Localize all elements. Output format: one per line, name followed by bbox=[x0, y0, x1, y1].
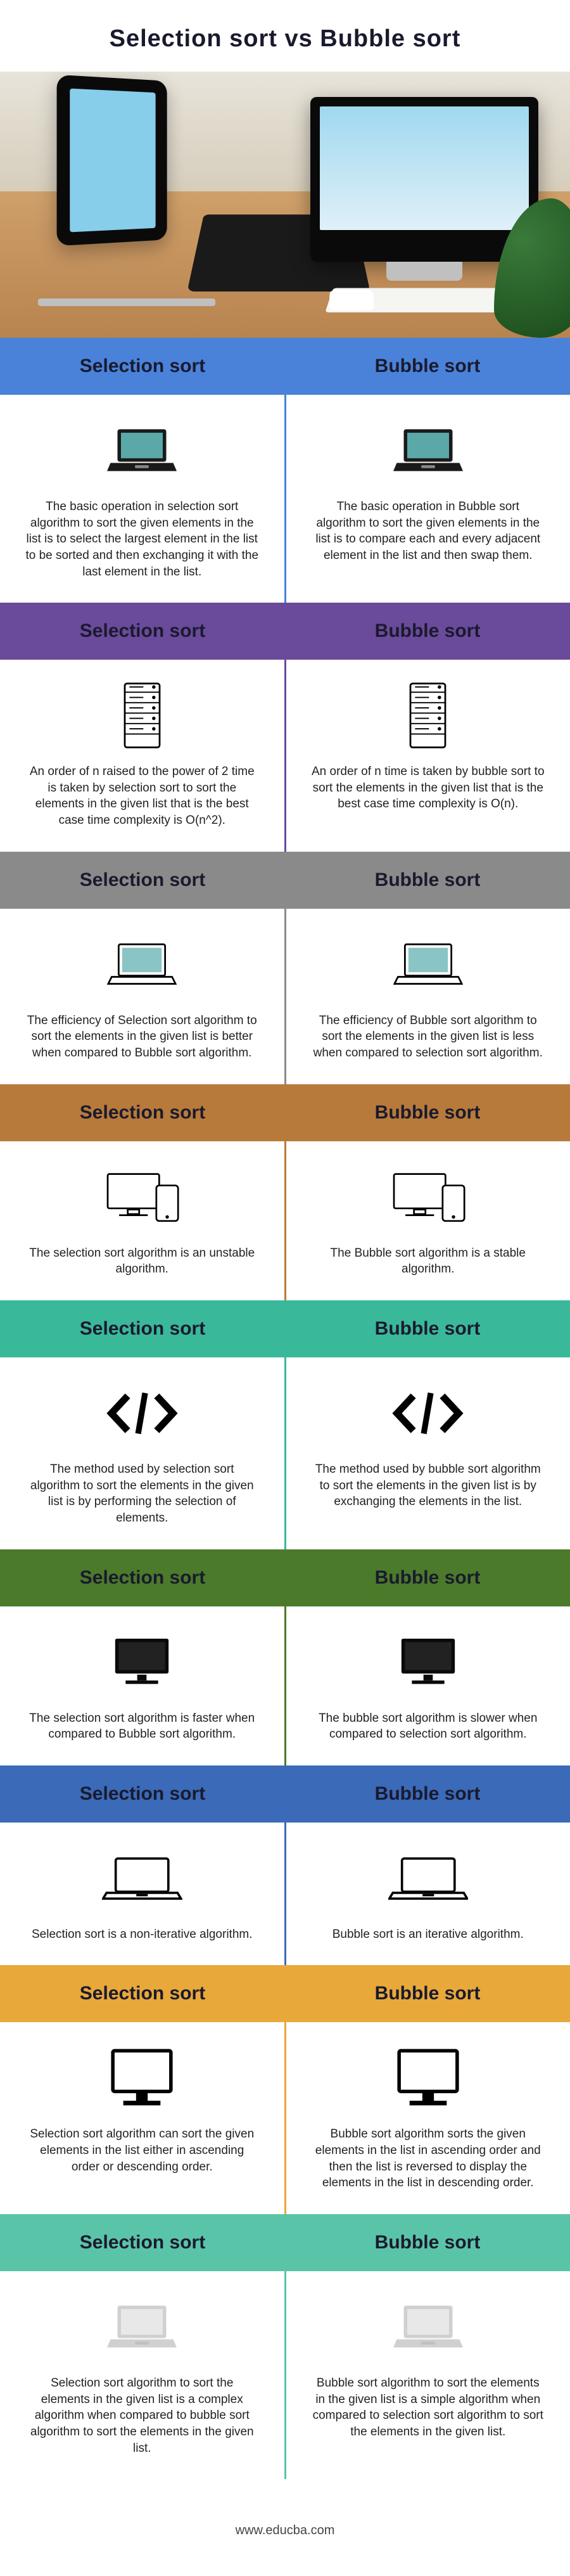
devices-outline-icon bbox=[102, 1159, 182, 1235]
content-cell-left: The selection sort algorithm is faster w… bbox=[0, 1606, 286, 1765]
footer-text: www.educba.com bbox=[0, 2479, 570, 2576]
content-cell-right: The Bubble sort algorithm is a stable al… bbox=[286, 1141, 570, 1300]
section-header: Selection sort Bubble sort bbox=[0, 1965, 570, 2022]
content-text-right: Bubble sort algorithm sorts the given el… bbox=[312, 2126, 545, 2191]
content-cell-left: Selection sort algorithm can sort the gi… bbox=[0, 2022, 286, 2214]
header-right-label: Bubble sort bbox=[285, 2214, 570, 2271]
content-cell-left: Selection sort algorithm to sort the ele… bbox=[0, 2271, 286, 2479]
content-row: The efficiency of Selection sort algorit… bbox=[0, 909, 570, 1084]
content-cell-right: An order of n time is taken by bubble so… bbox=[286, 660, 570, 852]
content-row: Selection sort is a non-iterative algori… bbox=[0, 1823, 570, 1966]
monitor-bold-icon bbox=[393, 2040, 463, 2116]
content-row: An order of n raised to the power of 2 t… bbox=[0, 660, 570, 852]
section-header: Selection sort Bubble sort bbox=[0, 1084, 570, 1141]
header-left-label: Selection sort bbox=[0, 1765, 285, 1823]
devices-outline-icon bbox=[388, 1159, 469, 1235]
content-cell-right: Bubble sort is an iterative algorithm. bbox=[286, 1823, 570, 1966]
content-text-left: Selection sort algorithm to sort the ele… bbox=[25, 2375, 259, 2456]
content-text-left: Selection sort is a non-iterative algori… bbox=[32, 1926, 253, 1943]
header-left-label: Selection sort bbox=[0, 2214, 285, 2271]
content-text-right: The bubble sort algorithm is slower when… bbox=[312, 1710, 545, 1743]
content-cell-right: The bubble sort algorithm is slower when… bbox=[286, 1606, 570, 1765]
content-text-right: The basic operation in Bubble sort algor… bbox=[312, 499, 545, 564]
content-text-right: An order of n time is taken by bubble so… bbox=[312, 764, 545, 812]
content-row: The selection sort algorithm is an unsta… bbox=[0, 1141, 570, 1300]
code-icon bbox=[104, 1375, 180, 1451]
header-left-label: Selection sort bbox=[0, 1300, 285, 1357]
content-cell-left: The efficiency of Selection sort algorit… bbox=[0, 909, 286, 1084]
content-text-left: The selection sort algorithm is faster w… bbox=[25, 1710, 259, 1743]
header-left-label: Selection sort bbox=[0, 338, 285, 395]
content-cell-right: The method used by bubble sort algorithm… bbox=[286, 1357, 570, 1549]
content-text-left: The method used by selection sort algori… bbox=[25, 1461, 259, 1527]
content-cell-right: The basic operation in Bubble sort algor… bbox=[286, 395, 570, 603]
content-text-right: Bubble sort is an iterative algorithm. bbox=[332, 1926, 524, 1943]
header-left-label: Selection sort bbox=[0, 1549, 285, 1606]
header-right-label: Bubble sort bbox=[285, 852, 570, 909]
content-row: The method used by selection sort algori… bbox=[0, 1357, 570, 1549]
section-header: Selection sort Bubble sort bbox=[0, 603, 570, 660]
hero-image bbox=[0, 72, 570, 338]
content-cell-right: Bubble sort algorithm sorts the given el… bbox=[286, 2022, 570, 2214]
header-right-label: Bubble sort bbox=[285, 1965, 570, 2022]
header-left-label: Selection sort bbox=[0, 1965, 285, 2022]
content-row: Selection sort algorithm can sort the gi… bbox=[0, 2022, 570, 2214]
content-text-left: Selection sort algorithm can sort the gi… bbox=[25, 2126, 259, 2175]
header-right-label: Bubble sort bbox=[285, 1765, 570, 1823]
section-header: Selection sort Bubble sort bbox=[0, 2214, 570, 2271]
laptop-outline-icon bbox=[107, 926, 177, 1003]
laptop-grey-icon bbox=[393, 2289, 463, 2365]
server-icon bbox=[403, 677, 452, 753]
laptop-simple-icon bbox=[388, 1840, 469, 1916]
page-title: Selection sort vs Bubble sort bbox=[0, 0, 570, 72]
content-text-left: The basic operation in selection sort al… bbox=[25, 499, 259, 580]
header-left-label: Selection sort bbox=[0, 852, 285, 909]
laptop-filled-icon bbox=[107, 413, 177, 489]
section-header: Selection sort Bubble sort bbox=[0, 852, 570, 909]
content-cell-right: Bubble sort algorithm to sort the elemen… bbox=[286, 2271, 570, 2479]
content-cell-right: The efficiency of Bubble sort algorithm … bbox=[286, 909, 570, 1084]
content-cell-left: Selection sort is a non-iterative algori… bbox=[0, 1823, 286, 1966]
content-text-left: The efficiency of Selection sort algorit… bbox=[25, 1013, 259, 1061]
laptop-filled-icon bbox=[393, 413, 463, 489]
laptop-outline-icon bbox=[393, 926, 463, 1003]
content-row: Selection sort algorithm to sort the ele… bbox=[0, 2271, 570, 2479]
content-row: The selection sort algorithm is faster w… bbox=[0, 1606, 570, 1765]
content-cell-left: An order of n raised to the power of 2 t… bbox=[0, 660, 286, 852]
header-right-label: Bubble sort bbox=[285, 1300, 570, 1357]
header-right-label: Bubble sort bbox=[285, 603, 570, 660]
content-text-right: The method used by bubble sort algorithm… bbox=[312, 1461, 545, 1510]
content-cell-left: The method used by selection sort algori… bbox=[0, 1357, 286, 1549]
monitor-filled-icon bbox=[107, 1624, 177, 1700]
monitor-filled-icon bbox=[393, 1624, 463, 1700]
header-right-label: Bubble sort bbox=[285, 1549, 570, 1606]
code-icon bbox=[390, 1375, 466, 1451]
laptop-simple-icon bbox=[102, 1840, 182, 1916]
content-row: The basic operation in selection sort al… bbox=[0, 395, 570, 603]
content-text-right: Bubble sort algorithm to sort the elemen… bbox=[312, 2375, 545, 2440]
content-cell-left: The selection sort algorithm is an unsta… bbox=[0, 1141, 286, 1300]
section-header: Selection sort Bubble sort bbox=[0, 338, 570, 395]
section-header: Selection sort Bubble sort bbox=[0, 1300, 570, 1357]
header-left-label: Selection sort bbox=[0, 1084, 285, 1141]
laptop-grey-icon bbox=[107, 2289, 177, 2365]
header-left-label: Selection sort bbox=[0, 603, 285, 660]
content-cell-left: The basic operation in selection sort al… bbox=[0, 395, 286, 603]
content-text-right: The Bubble sort algorithm is a stable al… bbox=[312, 1245, 545, 1278]
section-header: Selection sort Bubble sort bbox=[0, 1549, 570, 1606]
header-right-label: Bubble sort bbox=[285, 1084, 570, 1141]
content-text-right: The efficiency of Bubble sort algorithm … bbox=[312, 1013, 545, 1061]
content-text-left: The selection sort algorithm is an unsta… bbox=[25, 1245, 259, 1278]
content-text-left: An order of n raised to the power of 2 t… bbox=[25, 764, 259, 829]
server-icon bbox=[118, 677, 167, 753]
section-header: Selection sort Bubble sort bbox=[0, 1765, 570, 1823]
monitor-bold-icon bbox=[107, 2040, 177, 2116]
header-right-label: Bubble sort bbox=[285, 338, 570, 395]
